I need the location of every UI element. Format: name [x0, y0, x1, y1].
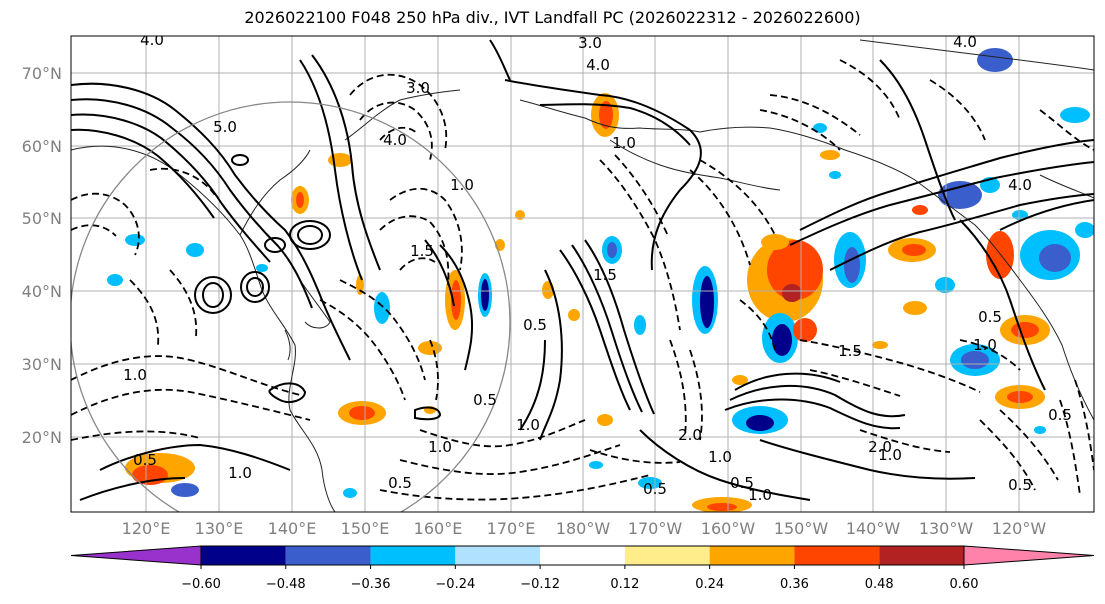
contour-label: 0.5 [1048, 406, 1072, 424]
lon-label: 140°E [268, 519, 317, 538]
colorbar-tick-label: −0.12 [520, 577, 560, 592]
lon-label: 120°E [122, 519, 171, 538]
projection-circle [71, 101, 511, 512]
contour-label: 1.0 [878, 446, 902, 464]
colorbar-tick-label: 0.36 [780, 577, 809, 592]
colorbar-tick-label: −0.24 [435, 577, 475, 592]
contour-label: 1.5 [410, 242, 434, 260]
colorbar-segment [540, 546, 625, 565]
contour-label: 5.0 [213, 118, 237, 136]
contour-label: 1.0 [516, 416, 540, 434]
lon-label: 170°E [487, 519, 536, 538]
lon-label: 130°W [919, 519, 974, 538]
longitude-axis: 120°E 130°E 140°E 150°E 160°E 170°E 180°W 170°W… [122, 519, 1047, 538]
colorbar-tick-label: 0.48 [865, 577, 894, 592]
lat-label: 40°N [22, 282, 62, 301]
divergence-contours-dashed [71, 59, 1094, 501]
colorbar-segment [624, 546, 710, 565]
contour-label: 1.0 [428, 438, 452, 456]
contour-label: 4.0 [383, 131, 407, 149]
colorbar-segment [285, 546, 371, 565]
lon-label: 160°W [701, 519, 756, 538]
contour-label: 4.0 [1008, 176, 1032, 194]
colorbar-segment [794, 546, 880, 565]
lon-label: 170°W [628, 519, 683, 538]
lat-label: 70°N [22, 64, 62, 83]
contour-label: 0.5 [978, 308, 1002, 326]
colorbar-tick-label: −0.48 [266, 577, 306, 592]
lat-label: 20°N [22, 428, 62, 447]
lon-label: 150°E [341, 519, 390, 538]
graticule [71, 36, 1094, 512]
contour-label: 4.0 [140, 31, 164, 49]
colorbar-tick-label: −0.36 [351, 577, 391, 592]
map-frame [70, 35, 1095, 513]
colorbar-segment [201, 546, 286, 565]
contour-label: 1.0 [748, 486, 772, 504]
colorbar-tick-label: 0.12 [610, 577, 639, 592]
contour-label: 0.5 [388, 474, 412, 492]
colorbar-segment [370, 546, 456, 565]
colorbar-tick-label: −0.60 [181, 577, 221, 592]
contour-label: 2.0 [868, 438, 892, 456]
lon-label: 140°W [846, 519, 901, 538]
colorbar-outline [200, 545, 965, 566]
lon-label: 150°W [774, 519, 829, 538]
contour-label: 0.5 [133, 451, 157, 469]
contour-label: 0.5 [730, 474, 754, 492]
contour-label: 3.0 [578, 34, 602, 52]
latitude-axis: 70°N 60°N 50°N 40°N 30°N 20°N [22, 64, 62, 447]
contour-label: 0.5 [473, 391, 497, 409]
contour-label: 1.0 [708, 448, 732, 466]
lat-label: 50°N [22, 209, 62, 228]
map-title: 2026022100 F048 250 hPa div., IVT Landfa… [244, 8, 861, 27]
colorbar-segment [455, 546, 541, 565]
lon-label: 160°E [414, 519, 463, 538]
lon-label: 130°E [195, 519, 244, 538]
colorbar-extend-low [70, 545, 202, 566]
contour-label: 3.0 [406, 79, 430, 97]
contour-label: 1.0 [228, 464, 252, 482]
colorbar-tick-label: 0.60 [950, 577, 979, 592]
contour-label: 1.0 [973, 336, 997, 354]
contour-label: 0.5 [1008, 476, 1032, 494]
colorbar-segment [879, 546, 964, 565]
contour-label: 1.0 [612, 134, 636, 152]
contour-label: 1.0 [123, 366, 147, 384]
lon-label: 180°W [556, 519, 611, 538]
contour-labels: 4.0 3.05.04.03.01.01.54.01.00.50.51.01.54… [123, 31, 1072, 504]
contour-label: 1.5 [593, 266, 617, 284]
lat-label: 60°N [22, 137, 62, 156]
contour-label: 2.0 [678, 426, 702, 444]
contour-label: 0.5 [523, 316, 547, 334]
lon-label: 120°W [992, 519, 1047, 538]
contour-label: 4.0 [586, 56, 610, 74]
contour-label: 1.0 [450, 176, 474, 194]
lat-label: 30°N [22, 355, 62, 374]
colorbar-tick-label: 0.24 [695, 577, 724, 592]
colorbar-segment [709, 546, 795, 565]
colorbar: −0.60 −0.48 −0.36 −0.24 −0.12 0.12 0.24 0.36 0.4… [70, 545, 1095, 592]
map-plot-area: 4.0 3.05.04.03.01.01.54.01.00.50.51.01.54… [71, 31, 1094, 512]
contour-label: 0.5 [643, 480, 667, 498]
ivt-contours-solid [71, 39, 1094, 501]
contour-label: 4.0 [953, 33, 977, 51]
contour-label: 1.5 [838, 342, 862, 360]
colorbar-extend-high [963, 545, 1095, 566]
